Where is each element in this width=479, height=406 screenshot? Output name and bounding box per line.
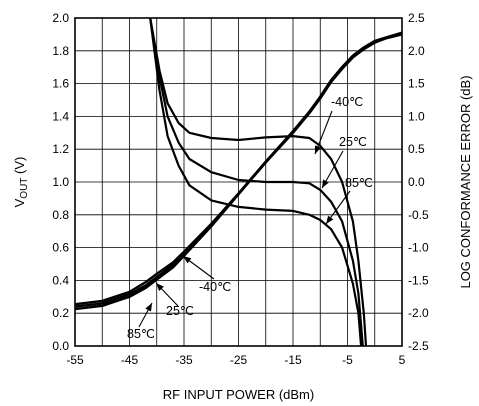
x-tick-label: 5 — [399, 353, 406, 367]
y-left-tick-label: 0.8 — [52, 208, 69, 222]
y-left-tick-label: 0.6 — [52, 241, 69, 255]
annotations: -40℃ 25℃ 85℃ -40℃ 25℃ 85℃ — [127, 95, 373, 341]
annotation-error-25: 25℃ — [339, 135, 367, 149]
x-axis-title: RF INPUT POWER (dBm) — [163, 387, 314, 402]
annotation-vout-85: -40℃ — [199, 280, 231, 294]
y-left-tick-label: 1.0 — [52, 175, 69, 189]
annotation-arrows — [138, 110, 351, 328]
y-right-tick-label: 1.5 — [408, 77, 425, 91]
annotation-arrow-head — [183, 256, 192, 264]
annotation-vout-minus40: 85℃ — [127, 327, 155, 341]
curves — [75, 18, 402, 346]
annotation-arrow-head — [156, 283, 164, 291]
y-left-tick-label: 1.8 — [52, 44, 69, 58]
plot-frame — [74, 17, 403, 347]
annotation-arrow-head — [322, 179, 329, 188]
error-curve-minus40 — [149, 18, 368, 346]
annotation-arrow-head — [314, 145, 321, 154]
x-tick-label: -35 — [175, 353, 193, 367]
y-axis-left-title-subscript: OUT — [19, 178, 30, 199]
y-right-tick-label: -2.5 — [408, 339, 429, 353]
annotation-error-minus40: -40℃ — [331, 95, 363, 109]
x-tick-label: -5 — [342, 353, 353, 367]
x-tick-label: -15 — [284, 353, 302, 367]
y-axis-right-title: LOG CONFORMANCE ERROR (dB) — [458, 75, 473, 288]
y-right-tick-label: -1.0 — [408, 241, 429, 255]
y-right-tick-label: 2.5 — [408, 11, 425, 25]
y-right-tick-label: 2.0 — [408, 44, 425, 58]
x-tick-label: -25 — [230, 353, 248, 367]
y-left-tick-label: 0.4 — [52, 273, 69, 287]
y-right-tick-label: -0.5 — [408, 208, 429, 222]
y-right-tick-label: 0.5 — [408, 142, 425, 156]
annotation-vout-25: 25℃ — [166, 304, 194, 318]
x-tick-label: -45 — [121, 353, 139, 367]
y-right-tick-label: 0.0 — [408, 175, 425, 189]
y-axis-left-title-main: V — [12, 198, 27, 207]
y-left-tick-label: 1.6 — [52, 77, 69, 91]
error-curve-85 — [149, 18, 363, 346]
tick-labels: -55 -45 -35 -25 -15 -5 50.00.20.40.60.81.01.21… — [52, 11, 429, 367]
y-left-tick-label: 1.2 — [52, 142, 69, 156]
y-axis-left-title: VOUT (V) — [12, 157, 30, 208]
y-left-tick-label: 2.0 — [52, 11, 69, 25]
y-right-tick-label: 1.0 — [408, 109, 425, 123]
y-right-tick-label: -1.5 — [408, 273, 429, 287]
error-curve-25 — [149, 18, 364, 346]
annotation-error-85: 85℃ — [345, 176, 373, 190]
y-right-tick-label: -2.0 — [408, 306, 429, 320]
annotation-arrow-head — [326, 215, 334, 224]
y-left-tick-label: 0.2 — [52, 306, 69, 320]
y-axis-left-title-unit: (V) — [12, 157, 27, 178]
annotation-arrow-head — [145, 303, 152, 312]
y-left-tick-label: 1.4 — [52, 109, 69, 123]
y-left-tick-label: 0.0 — [52, 339, 69, 353]
x-tick-label: -55 — [66, 353, 84, 367]
vout-curve-85 — [75, 31, 402, 311]
